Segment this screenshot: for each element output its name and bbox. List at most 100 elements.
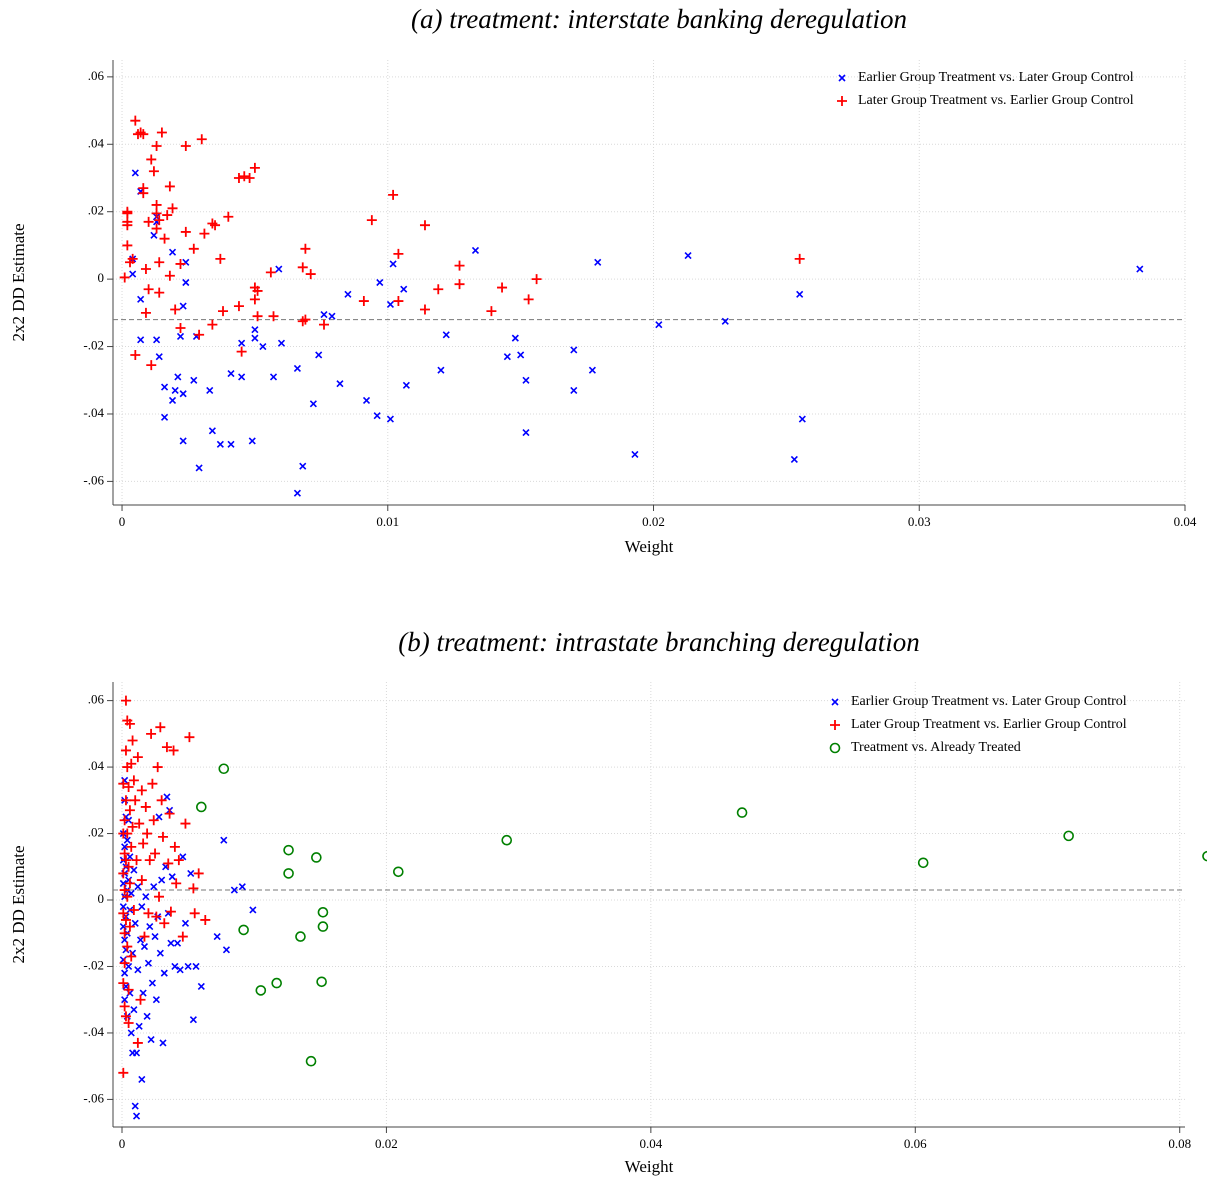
point [119,815,130,826]
point [238,373,246,381]
legend-marker [831,698,839,706]
x-tick-label: 0.04 [639,1136,662,1151]
y-tick-label: -.06 [83,472,104,487]
point [305,1055,317,1067]
point [126,758,137,769]
point [168,745,179,756]
point [196,801,207,813]
point [402,381,410,389]
point [293,489,301,497]
point [120,745,131,756]
point [175,258,186,269]
point [316,976,327,988]
point [123,861,134,872]
point [129,270,137,278]
point [181,919,190,927]
point [315,351,323,359]
point [168,873,176,881]
point [151,199,162,210]
point [126,951,137,962]
point [124,921,135,932]
legend-marker [838,74,846,82]
point [471,246,480,255]
point [127,889,135,897]
point [120,795,131,806]
point [146,154,157,165]
point [121,996,129,1004]
legend-label: Later Group Treatment vs. Earlier Group … [858,93,1134,108]
x-tick-label: 0 [119,1136,126,1151]
point [144,855,155,866]
point [293,364,301,373]
point [192,962,200,971]
legend-marker [829,742,841,754]
point [140,942,149,951]
point [148,979,156,987]
point [227,369,235,378]
point [154,287,165,298]
point [120,914,131,925]
point [631,450,639,458]
legend-marker [837,96,847,106]
point [151,140,162,151]
point [454,260,465,271]
point [122,941,133,952]
point [128,775,139,786]
point [309,400,317,408]
y-tick-label: -.04 [83,1024,104,1039]
point [305,269,316,280]
point [167,203,178,214]
point [122,240,133,251]
point [251,334,259,342]
x-tick-label: 0.02 [375,1136,398,1151]
point [155,353,163,361]
point [255,985,267,996]
point [161,742,172,753]
point [269,373,278,381]
point [1063,830,1074,842]
point [501,834,513,846]
point [147,778,158,789]
point [437,366,445,374]
point [208,427,216,435]
point [157,831,168,842]
point [173,855,184,866]
point [419,220,430,231]
point [136,785,147,796]
point [120,855,131,866]
point [189,1016,197,1024]
point [570,346,578,354]
point [132,752,143,763]
point [135,1022,143,1030]
point [119,958,130,969]
y-axis-label: 2x2 DD Estimate [9,223,28,341]
point [393,248,404,259]
point [248,437,256,445]
point [216,440,224,448]
point [389,260,397,268]
point [169,841,180,852]
point [142,828,153,839]
point [140,264,151,275]
point [119,848,130,859]
point [135,994,146,1005]
point [140,801,151,812]
point [790,455,798,464]
point [159,1039,167,1047]
point [210,220,221,231]
point [336,380,344,388]
point [174,373,182,381]
point [251,326,259,334]
point [215,253,226,264]
point [160,383,169,391]
point [252,311,263,322]
point [118,1067,129,1078]
point [155,722,166,733]
point [222,946,231,954]
point [130,866,138,874]
point [165,906,176,917]
point [522,428,530,437]
point [122,220,133,231]
point [433,284,444,295]
point [138,129,149,140]
